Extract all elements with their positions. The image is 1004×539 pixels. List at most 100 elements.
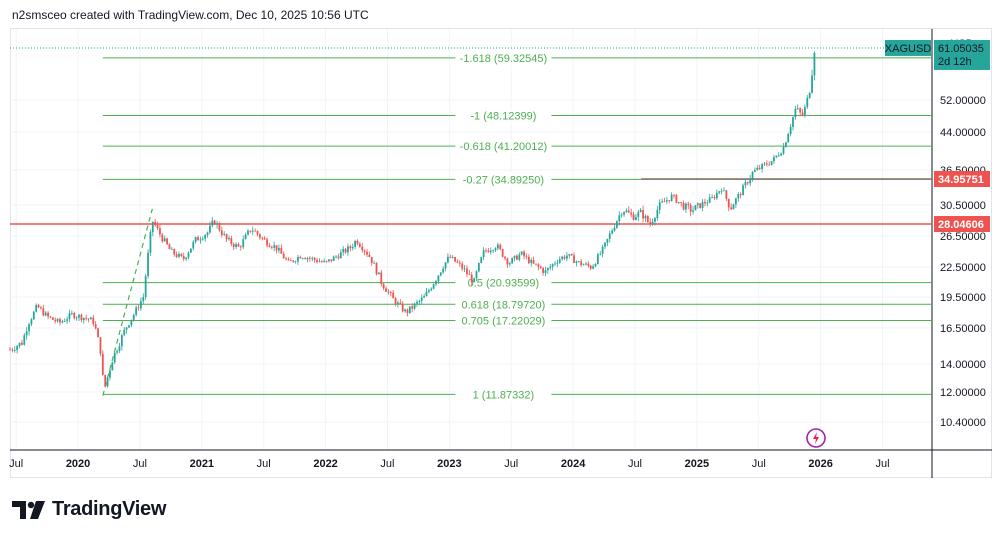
candle-body [218,223,221,231]
candle-body [575,261,578,263]
candle-body [194,237,197,242]
candle-body [356,241,359,244]
candle-body [456,261,459,263]
trend-line [102,208,153,396]
candle-body [104,374,107,387]
candle-body [744,182,747,186]
tradingview-logo[interactable]: TradingView [12,498,166,521]
fib-label-bg [455,139,552,154]
candle-body [404,309,406,312]
candle-body [299,256,302,259]
price-tick-label: 12.00000 [940,387,986,399]
candle-body [670,194,673,202]
candle-body [480,257,483,264]
candle-body [665,200,668,202]
candle-body [92,317,95,325]
candle-body [770,161,773,165]
candle-body [28,324,30,332]
tradingview-brand: TradingView [52,498,167,520]
candle-body [734,198,737,205]
candle-body [361,246,364,251]
candle-body [754,170,756,172]
time-tick-label: Jul [133,458,147,470]
candle-body [482,250,485,258]
candle-body [144,276,147,297]
fib-level-label: -1 (48.12399) [470,111,536,123]
candle-body [406,309,409,313]
candle-body [782,147,785,154]
candle-body [408,306,411,313]
candle-body [375,262,378,275]
candle-body [106,377,109,387]
events-icon [806,428,826,448]
candle-body [758,167,761,169]
candle-body [644,215,647,219]
candle-body [256,230,259,235]
candle-body [546,268,549,271]
candle-body [582,264,585,266]
candle-body [316,259,318,262]
candle-body [792,117,794,127]
fib-level-label: 0.705 (17.22029) [462,316,546,328]
candle-body [268,245,271,247]
candle-body [23,335,26,345]
candle-body [654,218,656,222]
candle-body [109,370,111,378]
candle-body [732,204,735,210]
candle-body [813,52,816,76]
candle-body [342,249,345,253]
candle-body [535,263,537,265]
candle-body [42,308,45,316]
candle-body [51,317,54,320]
candle-body [506,258,509,265]
candle-body [73,312,76,319]
price-tick-label: 14.00000 [940,359,986,371]
candle-body [768,164,771,166]
candle-body [489,250,492,253]
candle-body [444,262,447,269]
candle-body [75,317,78,319]
candle-body [513,255,516,259]
fib-level-label: -0.618 (41.20012) [460,141,547,153]
candle-body [580,261,583,266]
candle-body [149,232,152,253]
candle-body [692,210,694,212]
candle-body [756,167,759,171]
candle-body [116,351,118,353]
candle-body [308,258,311,259]
candle-body [59,319,61,323]
candle-body [63,320,66,322]
candle-body [475,271,478,279]
candle-body [118,346,121,352]
time-tick-label: 2022 [313,458,337,470]
candle-body [435,281,437,285]
countdown-label: 2d 12h [938,56,972,68]
candle-body [180,253,183,256]
candle-body [370,256,373,264]
candle-body [573,255,575,263]
candle-body [161,234,164,242]
candle-body [485,250,487,252]
fib-label-bg [455,387,552,402]
fib-level-label: 0.618 (18.79720) [462,299,546,311]
candle-body [263,238,266,240]
candle-body [661,201,664,203]
price-tick-label: 19.50000 [940,292,986,304]
candle-body [113,352,116,363]
candle-body [449,256,452,258]
candle-body [385,288,387,292]
candle-body [511,258,514,264]
time-tick-label: Jul [628,458,642,470]
candle-body [230,238,233,244]
candle-body [796,108,799,109]
candle-body [297,256,299,262]
candle-body [220,230,223,235]
candle-body [35,305,38,312]
time-axis: Jul 2020 Jul 2021 Jul 2022 Jul 2023 Jul 2024 Jul 20… [9,458,889,470]
lightning-icon[interactable] [806,428,826,448]
candle-body [261,237,264,239]
candle-body [706,202,709,204]
candle-body [737,194,740,199]
candle-body [16,346,19,351]
